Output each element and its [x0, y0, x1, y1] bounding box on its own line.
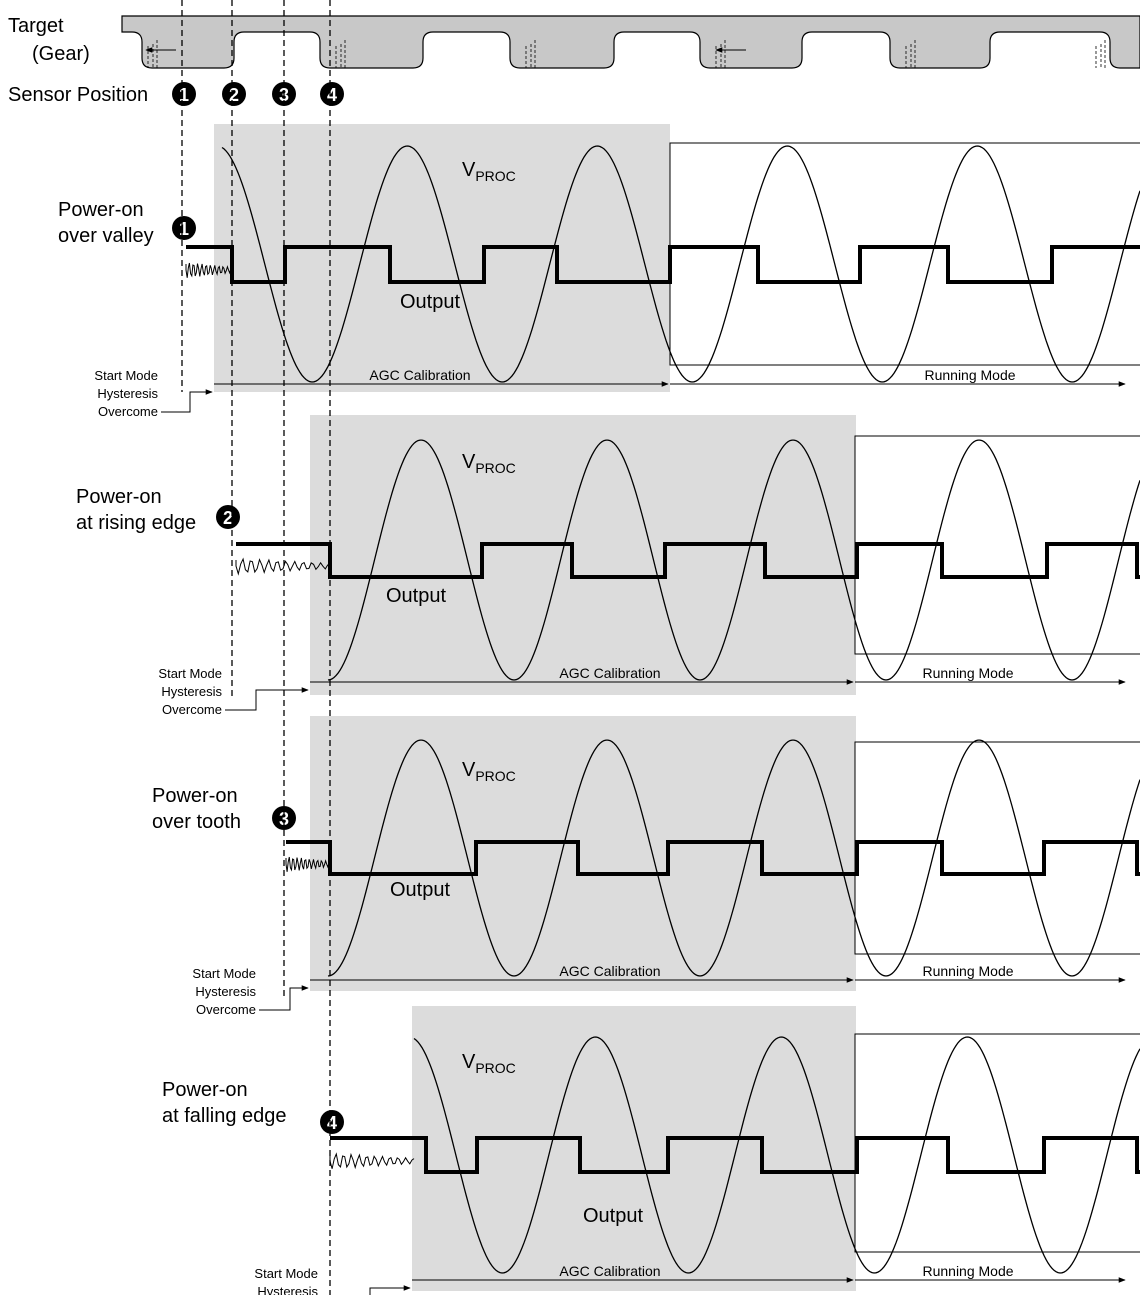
running-mode-region [854, 1033, 1140, 1253]
output-waveform [330, 1136, 1140, 1174]
target-label: Target [8, 15, 64, 37]
vproc-label: VPROC [462, 1051, 516, 1076]
marker-circle [272, 806, 296, 830]
sensor-position-label: Sensor Position [8, 84, 148, 106]
start-mode-bracket [161, 391, 206, 413]
vproc-waveform [221, 145, 1140, 383]
running-mode-label: Running Mode [922, 963, 1013, 979]
marker-circle [172, 216, 196, 240]
hysteresis-label: Hysteresis [161, 684, 222, 699]
marker-1-icon: 1 [172, 82, 196, 106]
agc-calibration-label: AGC Calibration [369, 367, 470, 383]
agc-calibration-label: AGC Calibration [559, 665, 660, 681]
marker-4-icon: 4 [320, 82, 344, 106]
agc-calibration-region [310, 716, 856, 991]
panel-title-line2: at falling edge [162, 1105, 287, 1127]
panel-title-line1: Power-on [162, 1079, 248, 1101]
power-on-noise [235, 557, 331, 576]
gear-profile [121, 15, 1140, 69]
overcome-label: Overcome [196, 1002, 256, 1017]
running-mode-region [669, 142, 1140, 366]
hysteresis-label: Hysteresis [195, 984, 256, 999]
running-mode-label: Running Mode [922, 665, 1013, 681]
panel-title-line1: Power-on [152, 785, 238, 807]
vproc-label: VPROC [462, 759, 516, 784]
overcome-label: Overcome [162, 702, 222, 717]
sensor-position-markers: 1 2 3 4 [172, 82, 344, 106]
start-mode-label: Start Mode [192, 966, 256, 981]
agc-calibration-region [310, 415, 856, 695]
panel-title-line2: at rising edge [76, 512, 196, 534]
power-on-noise [329, 1152, 415, 1170]
agc-calibration-label: AGC Calibration [559, 963, 660, 979]
start-mode-bracket [225, 689, 272, 711]
vproc-waveform [413, 1036, 1140, 1274]
sensor-reference-lines [181, 0, 331, 1295]
vproc-label: VPROC [462, 159, 516, 184]
marker-number: 2 [223, 508, 233, 528]
panel-1: Power-on over valley 1 VPROC Output AGC Calib… [58, 124, 1140, 419]
marker-circle [216, 505, 240, 529]
marker-number: 3 [279, 809, 289, 829]
panel-marker-icon: 1 [172, 216, 196, 240]
panel-title-line1: Power-on [76, 486, 162, 508]
start-mode-label: Start Mode [254, 1266, 318, 1281]
agc-calibration-region [214, 124, 670, 392]
panel-title-line2: over tooth [152, 811, 241, 833]
panel-4: Power-on at falling edge 4 VPROC Output AGC C… [162, 1006, 1140, 1295]
gear-edge-marks [147, 40, 1106, 68]
panel-title-line1: Power-on [58, 199, 144, 221]
marker-2-icon: 2 [222, 82, 246, 106]
marker-number: 1 [179, 219, 189, 239]
vproc-label: VPROC [462, 451, 516, 476]
target-gear-label: (Gear) [32, 43, 90, 65]
svg-text:4: 4 [327, 85, 337, 105]
output-label: Output [583, 1205, 643, 1227]
panel-marker-icon: 3 [272, 806, 296, 830]
panel-2: Power-on at rising edge 2 VPROC Output AGC Ca… [76, 415, 1140, 717]
output-label: Output [386, 585, 446, 607]
agc-calibration-region [412, 1006, 856, 1291]
output-waveform [186, 245, 1140, 284]
svg-text:1: 1 [179, 85, 189, 105]
power-on-noise [185, 262, 233, 278]
panel-3: Power-on over tooth 3 VPROC Output AGC Calibr… [152, 716, 1140, 1017]
panels-group: Power-on over valley 1 VPROC Output AGC Calib… [58, 124, 1140, 1295]
overcome-label: Overcome [98, 404, 158, 419]
output-label: Output [390, 879, 450, 901]
hysteresis-label: Hysteresis [97, 386, 158, 401]
marker-number: 4 [327, 1113, 337, 1133]
running-mode-label: Running Mode [924, 367, 1015, 383]
hysteresis-label: Hysteresis [257, 1284, 318, 1295]
output-waveform [286, 840, 1140, 876]
running-mode-label: Running Mode [922, 1263, 1013, 1279]
output-waveform [236, 542, 1140, 579]
panel-marker-icon: 2 [216, 505, 240, 529]
vproc-waveform [327, 439, 1140, 681]
svg-text:2: 2 [229, 85, 239, 105]
power-on-noise [285, 856, 331, 872]
running-mode-region [854, 741, 1140, 955]
agc-calibration-label: AGC Calibration [559, 1263, 660, 1279]
output-label: Output [400, 291, 460, 313]
start-mode-bracket [369, 1287, 386, 1295]
target-gear-strip [121, 15, 1140, 69]
panel-marker-icon: 4 [320, 1110, 344, 1134]
start-mode-label: Start Mode [94, 368, 158, 383]
start-mode-label: Start Mode [158, 666, 222, 681]
marker-circle [320, 1110, 344, 1134]
start-mode-bracket [259, 987, 306, 1011]
panel-title-line2: over valley [58, 225, 154, 247]
vproc-waveform [327, 739, 1140, 977]
